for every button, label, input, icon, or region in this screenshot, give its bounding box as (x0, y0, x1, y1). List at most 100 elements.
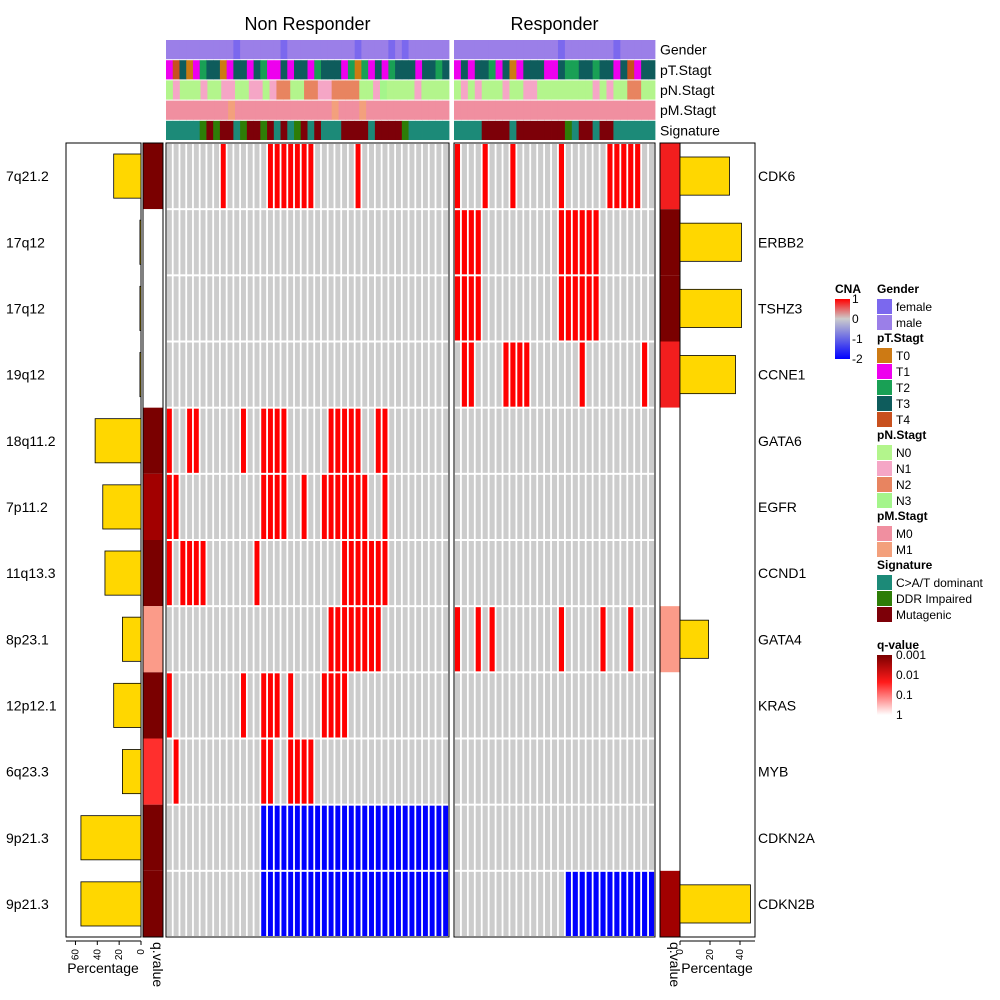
legend-item-label: T3 (896, 397, 910, 411)
cna-cell (558, 739, 564, 804)
cna-cell (294, 408, 300, 473)
annotation-cell (422, 60, 430, 80)
cna-cell (482, 673, 488, 738)
cna-cell (241, 607, 246, 672)
legend-title-cna: CNA (835, 282, 861, 296)
annotation-cell (428, 120, 436, 140)
cna-cell (468, 276, 474, 341)
cna-cell (524, 541, 530, 606)
cna-cell (510, 408, 516, 473)
cna-cell (254, 276, 260, 341)
cna-cell (531, 871, 537, 936)
group-title: Responder (510, 14, 598, 34)
cna-cell (468, 474, 474, 539)
legend-cna-tick: 0 (852, 312, 859, 326)
annotation-cell (179, 60, 187, 80)
cna-cell (402, 871, 408, 936)
cna-cell (517, 276, 523, 341)
cna-cell (321, 276, 327, 341)
cna-cell (187, 805, 193, 870)
left-qvalue-cell (143, 672, 163, 739)
cna-cell (482, 210, 488, 275)
cna-cell (207, 739, 213, 804)
cytoband-label: 8p23.1 (6, 631, 49, 647)
cna-cell (375, 871, 381, 936)
annotation-cell (255, 100, 264, 120)
annotation-cell (578, 60, 587, 80)
cna-cell (524, 210, 530, 275)
cna-cell (180, 673, 186, 738)
annotation-cell (395, 60, 403, 80)
cna-cell (454, 342, 461, 407)
cna-cell (593, 805, 599, 870)
cna-cell (180, 408, 186, 473)
legend-qvalue-tick: 0.1 (896, 688, 913, 702)
annotation-cell (442, 40, 450, 60)
cna-cell (241, 408, 246, 473)
cna-cell (531, 607, 537, 672)
cna-cell (621, 607, 627, 672)
annotation-cell (599, 120, 607, 140)
annotation-cell (467, 60, 476, 80)
legend-item-label: female (896, 300, 932, 314)
annotation-cell (260, 40, 268, 60)
cna-cell (545, 144, 551, 209)
cna-cell (489, 673, 495, 738)
annotation-cell (557, 120, 566, 140)
annotation-cell (481, 120, 490, 140)
cna-cell (369, 805, 374, 870)
annotation-cell (585, 80, 594, 100)
cna-cell (274, 673, 280, 738)
legend-cna-gradient (835, 299, 850, 359)
cna-cell (288, 342, 294, 407)
annotation-cell (338, 80, 346, 100)
annotation-cell (606, 60, 614, 80)
annotation-cell (347, 60, 356, 80)
cna-cell (402, 210, 408, 275)
annotation-track-label: pM.Stagt (660, 102, 716, 118)
legend-qvalue-tick: 0.01 (896, 668, 920, 682)
cna-cell (642, 871, 648, 936)
annotation-cell (544, 100, 552, 120)
annotation-cell (564, 120, 573, 140)
cna-cell (510, 607, 516, 672)
cna-heatmap-body (165, 142, 656, 938)
cna-cell (173, 342, 179, 407)
cna-cell (551, 276, 558, 341)
cna-cell (565, 673, 571, 738)
cna-cell (558, 276, 564, 341)
cna-cell (328, 474, 334, 539)
cna-cell (166, 408, 172, 473)
cna-cell (409, 673, 415, 738)
gene-label: EGFR (758, 499, 797, 515)
annotation-cell (207, 100, 215, 120)
cna-cell (454, 276, 461, 341)
cna-cell (396, 276, 401, 341)
annotation-cell (186, 80, 195, 100)
cna-cell (402, 342, 408, 407)
cna-cell (586, 408, 592, 473)
annotation-cell (648, 100, 656, 120)
left-axis-title: Percentage (67, 960, 139, 976)
cna-cell (375, 673, 381, 738)
annotation-cell (408, 120, 416, 140)
cna-cell (454, 739, 461, 804)
annotation-cell (488, 100, 496, 120)
cna-cell (628, 805, 634, 870)
cna-cell (607, 144, 613, 209)
cna-cell (443, 276, 449, 341)
cna-cell (628, 673, 634, 738)
cna-cell (531, 474, 537, 539)
cna-cell (558, 541, 564, 606)
cna-cell (281, 342, 287, 407)
annotation-cell (192, 120, 201, 140)
cna-cell (531, 276, 537, 341)
annotation-cell (186, 40, 194, 60)
cna-cell (389, 342, 395, 407)
left-qvalue-cell (143, 606, 163, 673)
cna-cell (247, 474, 253, 539)
cna-cell (586, 805, 592, 870)
cna-cell (565, 276, 571, 341)
annotation-cell (428, 60, 436, 80)
